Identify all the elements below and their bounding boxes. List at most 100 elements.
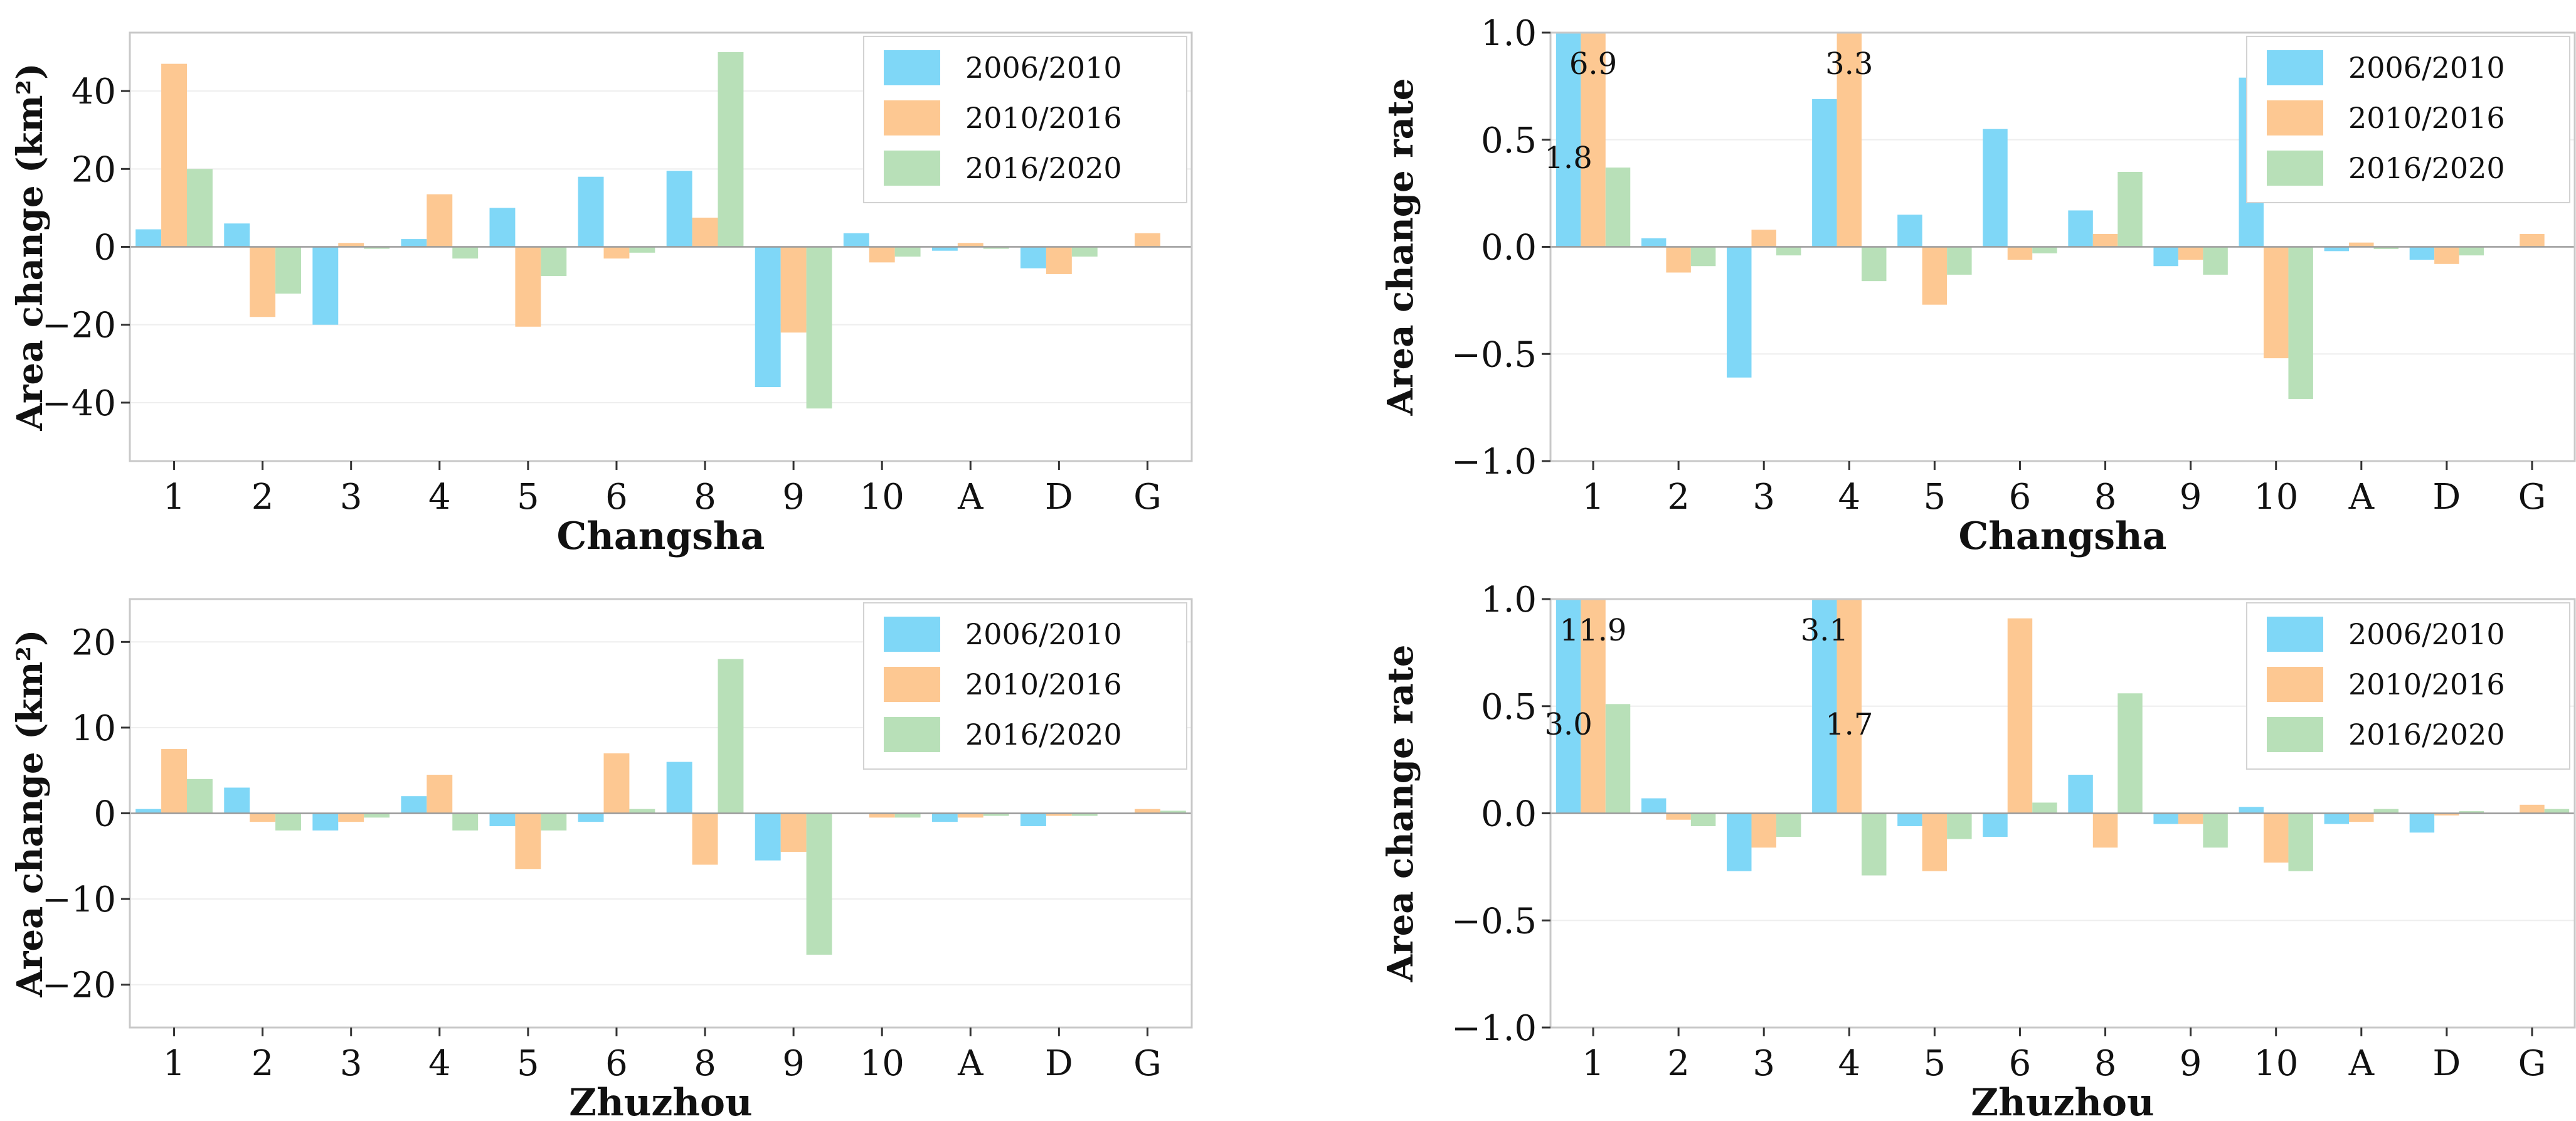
bar-2016-2020-cat-A bbox=[983, 247, 1009, 249]
bar-2010-2016-cat-A bbox=[957, 243, 983, 247]
bar-2016-2020-cat-4 bbox=[452, 247, 479, 259]
bar-2016-2020-cat-6 bbox=[629, 809, 655, 814]
bar-2010-2016-cat-10 bbox=[2263, 247, 2289, 359]
bar-2006-2010-cat-A bbox=[931, 813, 958, 822]
bar-value-annotation: 3.0 bbox=[1544, 707, 1592, 742]
x-tick-label: 6 bbox=[605, 1043, 628, 1084]
x-tick-label: G bbox=[1133, 1043, 1162, 1084]
bar-2006-2010-cat-10 bbox=[2239, 807, 2264, 814]
bar-2010-2016-cat-9 bbox=[2178, 247, 2203, 260]
bar-2010-2016-cat-4 bbox=[1837, 33, 1862, 247]
bar-2016-2020-cat-D bbox=[1071, 247, 1098, 257]
x-tick-label: 6 bbox=[2009, 477, 2032, 518]
bar-2006-2010-cat-A bbox=[931, 247, 958, 251]
bar-2010-2016-cat-9 bbox=[780, 247, 807, 333]
y-tick-label: 0 bbox=[93, 228, 116, 268]
bar-2010-2016-cat-D bbox=[2434, 247, 2459, 264]
x-tick-label: D bbox=[1045, 477, 1073, 518]
bar-2006-2010-cat-6 bbox=[578, 813, 604, 822]
bar-2016-2020-cat-6 bbox=[629, 247, 655, 253]
legend-swatch bbox=[884, 667, 940, 702]
bar-2016-2020-cat-3 bbox=[1776, 813, 1801, 837]
bar-value-annotation: 1.7 bbox=[1825, 707, 1873, 742]
changsha_area-panel: −40 −20 0 20 40 1 2 3 4 5 6 8 9 10 A D G Changsha Area cha… bbox=[9, 31, 1193, 558]
bar-2016-2020-cat-8 bbox=[2118, 171, 2143, 247]
x-tick-label: 4 bbox=[1838, 1043, 1860, 1084]
legend-swatch bbox=[884, 50, 940, 85]
bar-2006-2010-cat-D bbox=[2409, 247, 2435, 260]
legend-label: 2016/2020 bbox=[965, 718, 1122, 752]
bar-2006-2010-cat-8 bbox=[2068, 210, 2093, 247]
bar-2016-2020-cat-A bbox=[2373, 247, 2398, 249]
bar-2016-2020-cat-1 bbox=[186, 169, 213, 247]
bar-2006-2010-cat-3 bbox=[312, 247, 339, 325]
bar-2016-2020-cat-5 bbox=[1947, 247, 1972, 275]
x-tick-label: 2 bbox=[1667, 477, 1690, 518]
bar-2016-2020-cat-10 bbox=[2288, 247, 2313, 399]
bar-2006-2010-cat-8 bbox=[2068, 775, 2093, 814]
x-axis-title: Changsha bbox=[556, 514, 765, 558]
bar-2006-2010-cat-3 bbox=[312, 813, 339, 831]
bar-2016-2020-cat-2 bbox=[1690, 247, 1716, 267]
bar-2006-2010-cat-3 bbox=[1727, 247, 1752, 378]
y-tick-label: 0.0 bbox=[1481, 794, 1537, 835]
legend-swatch bbox=[884, 151, 940, 186]
bar-2010-2016-cat-6 bbox=[603, 753, 630, 814]
legend: 2006/2010 2010/2016 2016/2020 bbox=[2246, 602, 2570, 770]
bar-2016-2020-cat-D bbox=[1071, 813, 1098, 816]
x-tick-label: 3 bbox=[340, 1043, 363, 1084]
bar-2010-2016-cat-4 bbox=[1837, 599, 1862, 814]
y-tick-label: 0.5 bbox=[1481, 120, 1537, 161]
x-tick-label: 10 bbox=[2254, 1043, 2298, 1084]
x-tick-label: G bbox=[2518, 1043, 2547, 1084]
bar-2006-2010-cat-2 bbox=[1641, 238, 1667, 247]
bar-2016-2020-cat-1 bbox=[186, 778, 213, 814]
bar-2006-2010-cat-2 bbox=[1641, 798, 1667, 814]
legend-label: 2016/2020 bbox=[2348, 718, 2505, 752]
bar-2010-2016-cat-10 bbox=[869, 247, 895, 263]
bar-value-annotation: 6.9 bbox=[1569, 46, 1617, 82]
bar-2010-2016-cat-1 bbox=[161, 63, 187, 247]
bar-2016-2020-cat-9 bbox=[2203, 247, 2228, 275]
bar-2016-2020-cat-G bbox=[1160, 810, 1186, 814]
bar-2006-2010-cat-A bbox=[2324, 247, 2350, 252]
bar-2006-2010-cat-6 bbox=[1983, 813, 2008, 837]
bar-2006-2010-cat-4 bbox=[401, 239, 427, 247]
y-tick-label: 0.0 bbox=[1481, 228, 1537, 268]
x-tick-label: A bbox=[2348, 1043, 2375, 1084]
bar-2016-2020-cat-D bbox=[2459, 247, 2484, 256]
y-tick-label: 20 bbox=[72, 622, 116, 663]
bar-2010-2016-cat-10 bbox=[2263, 813, 2289, 863]
x-tick-label: 3 bbox=[340, 477, 363, 518]
legend-swatch bbox=[2267, 717, 2323, 752]
y-tick-label: −1.0 bbox=[1451, 1008, 1537, 1049]
bar-2016-2020-cat-6 bbox=[2032, 802, 2057, 814]
x-tick-label: 1 bbox=[163, 477, 186, 518]
bar-2016-2020-cat-2 bbox=[275, 247, 301, 294]
bar-2006-2010-cat-9 bbox=[755, 813, 781, 861]
legend: 2006/2010 2010/2016 2016/2020 bbox=[863, 36, 1187, 203]
bar-2016-2020-cat-9 bbox=[806, 813, 832, 955]
bar-2010-2016-cat-2 bbox=[1666, 813, 1691, 820]
bar-2010-2016-cat-5 bbox=[1922, 247, 1948, 305]
bar-group bbox=[1556, 599, 2570, 876]
x-tick-label: 10 bbox=[860, 477, 904, 518]
legend-swatch bbox=[2267, 100, 2323, 135]
bar-2010-2016-cat-8 bbox=[2092, 813, 2118, 848]
bar-2016-2020-cat-10 bbox=[894, 247, 921, 257]
y-tick-label: −40 bbox=[42, 383, 116, 424]
bar-2010-2016-cat-6 bbox=[2007, 247, 2033, 260]
bar-2006-2010-cat-4 bbox=[1812, 599, 1837, 814]
bar-2010-2016-cat-2 bbox=[1666, 247, 1691, 273]
x-tick-label: 3 bbox=[1752, 1043, 1775, 1084]
bar-2016-2020-cat-1 bbox=[1605, 704, 1631, 814]
x-tick-label: 2 bbox=[252, 1043, 274, 1084]
bar-value-annotation: 1.8 bbox=[1544, 141, 1592, 176]
bar-2016-2020-cat-5 bbox=[541, 247, 567, 277]
bar-2016-2020-cat-6 bbox=[2032, 247, 2057, 253]
bar-2010-2016-cat-9 bbox=[780, 813, 807, 852]
bar-2016-2020-cat-8 bbox=[718, 52, 744, 247]
y-tick-label: 1.0 bbox=[1481, 13, 1537, 54]
x-tick-label: 1 bbox=[1582, 477, 1604, 518]
